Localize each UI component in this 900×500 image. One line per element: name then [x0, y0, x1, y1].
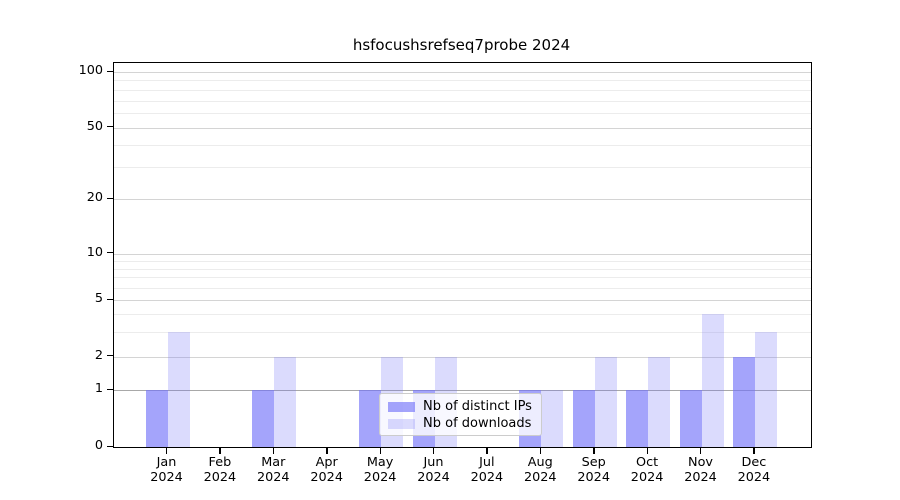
- gridline-major-20: [114, 199, 811, 200]
- x-tick-label-may: May 2024: [363, 455, 397, 485]
- y-tick-1: [107, 388, 113, 390]
- gridline-minor-3: [114, 331, 811, 333]
- gridline-minor-30: [114, 167, 811, 169]
- gridline-minor-70: [114, 100, 811, 102]
- bar-ips-jan: [145, 390, 168, 447]
- bar-downloads-aug: [541, 390, 564, 447]
- distinct-ips-swatch-icon: [388, 401, 415, 412]
- legend-label-downloads: Nb of downloads: [423, 416, 532, 431]
- x-tick-jun: [433, 448, 435, 454]
- legend-item-distinct-ips: Nb of distinct IPs: [388, 399, 533, 414]
- x-tick-label-aug: Aug 2024: [524, 455, 557, 485]
- gridline-minor-80: [114, 89, 811, 91]
- y-tick-label-0: 0: [94, 438, 103, 453]
- bar-ips-oct: [626, 390, 649, 447]
- bar-downloads-nov: [701, 313, 724, 447]
- x-tick-mar: [272, 448, 275, 454]
- legend-item-downloads: Nb of downloads: [388, 416, 533, 431]
- gridline-major-1: [114, 390, 811, 391]
- gridline-major-50: [114, 127, 811, 129]
- x-tick-label-jan: Jan 2024: [150, 455, 183, 485]
- bar-ips-sep: [572, 390, 595, 447]
- x-tick-label-mar: Mar 2024: [257, 455, 290, 485]
- y-tick-label-20: 20: [86, 190, 103, 205]
- x-tick-label-oct: Oct 2024: [630, 455, 664, 485]
- x-tick-dec: [753, 448, 755, 454]
- plot-area: Nb of distinct IPs Nb of downloads: [113, 62, 812, 448]
- x-tick-label-feb: Feb 2024: [203, 455, 237, 485]
- gridline-minor-6: [114, 287, 811, 289]
- y-tick-label-5: 5: [94, 291, 103, 306]
- x-tick-label-sep: Sep 2024: [577, 455, 610, 485]
- x-tick-aug: [539, 448, 542, 454]
- bar-ips-dec: [732, 356, 755, 447]
- gridline-minor-9: [114, 260, 811, 262]
- x-tick-sep: [593, 448, 595, 454]
- x-tick-label-apr: Apr 2024: [310, 455, 343, 485]
- y-tick-50: [107, 126, 113, 128]
- bar-downloads-jan: [167, 331, 190, 447]
- x-tick-may: [379, 448, 381, 454]
- x-tick-jan: [166, 448, 168, 454]
- bar-ips-may: [359, 390, 382, 447]
- gridline-major-100: [114, 72, 811, 73]
- gridline-major-10: [114, 253, 811, 255]
- x-tick-apr: [326, 448, 328, 454]
- bar-ips-mar: [252, 390, 275, 447]
- gridline-minor-90: [114, 80, 811, 82]
- gridline-minor-40: [114, 144, 811, 146]
- bar-downloads-sep: [594, 356, 617, 447]
- gridline-minor-4: [114, 313, 811, 315]
- y-tick-100: [107, 70, 113, 72]
- y-tick-label-100: 100: [78, 63, 103, 78]
- bar-ips-nov: [679, 390, 702, 447]
- downloads-swatch-icon: [388, 418, 415, 429]
- y-tick-label-10: 10: [86, 244, 103, 260]
- bar-downloads-dec: [754, 331, 777, 447]
- x-tick-label-nov: Nov 2024: [684, 455, 717, 485]
- bar-downloads-oct: [648, 356, 671, 447]
- gridline-minor-60: [114, 112, 811, 114]
- y-tick-label-1: 1: [94, 381, 103, 396]
- gridline-minor-7: [114, 277, 811, 279]
- x-tick-feb: [219, 448, 221, 454]
- x-tick-oct: [646, 448, 648, 454]
- y-tick-20: [107, 197, 113, 199]
- x-tick-label-dec: Dec 2024: [737, 455, 771, 485]
- legend: Nb of distinct IPs Nb of downloads: [379, 393, 542, 436]
- legend-label-distinct-ips: Nb of distinct IPs: [423, 399, 532, 414]
- y-tick-label-50: 50: [86, 118, 103, 134]
- chart-title: hsfocushsrefseq7probe 2024: [352, 36, 571, 54]
- gridline-major-2: [114, 356, 811, 358]
- y-tick-5: [107, 298, 113, 300]
- x-tick-jul: [486, 448, 488, 454]
- x-tick-label-jun: Jun 2024: [417, 455, 450, 485]
- y-tick-2: [107, 355, 113, 357]
- bar-downloads-mar: [274, 356, 297, 447]
- y-tick-0: [107, 445, 113, 447]
- y-tick-label-2: 2: [94, 347, 103, 363]
- y-tick-10: [107, 252, 113, 254]
- x-tick-nov: [700, 448, 702, 454]
- gridline-major-5: [114, 300, 811, 301]
- gridline-minor-8: [114, 268, 811, 270]
- x-tick-label-jul: Jul 2024: [470, 455, 504, 485]
